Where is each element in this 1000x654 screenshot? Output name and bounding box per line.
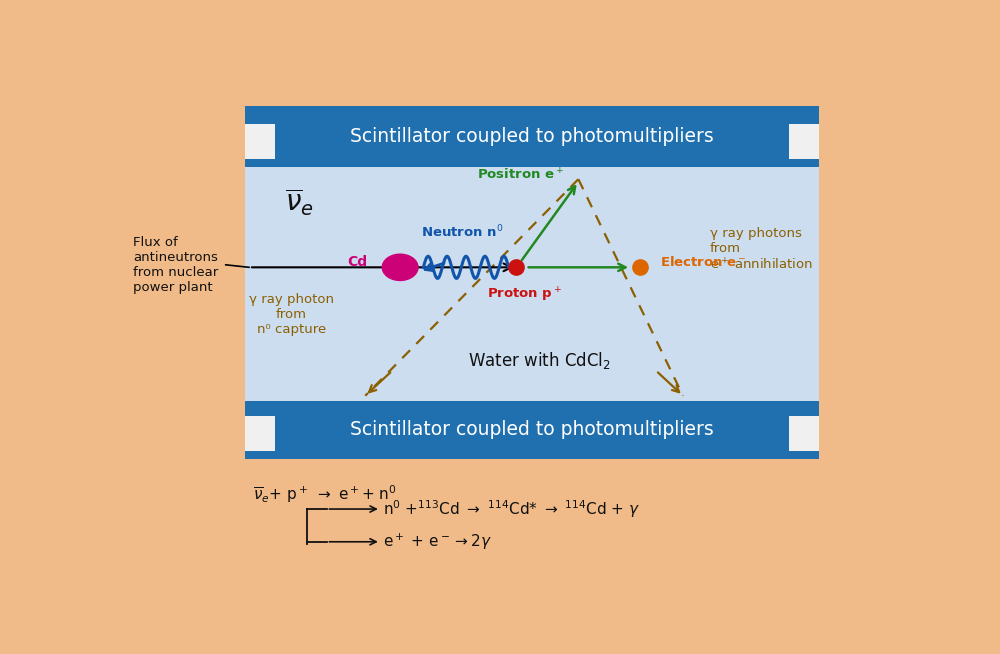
Text: Electron e$^-$: Electron e$^-$ [660, 255, 746, 269]
Text: Water with CdCl$_2$: Water with CdCl$_2$ [468, 350, 611, 371]
Text: $\overline{\nu}_e$+ p$^+$ $\rightarrow$ e$^+$+ n$^0$: $\overline{\nu}_e$+ p$^+$ $\rightarrow$ … [253, 483, 397, 505]
Text: γ ray photons
from
e$^+$ annihilation: γ ray photons from e$^+$ annihilation [710, 227, 813, 273]
FancyBboxPatch shape [789, 124, 819, 159]
Text: Proton p$^+$: Proton p$^+$ [487, 286, 562, 304]
Text: γ ray photon
from
n⁰ capture: γ ray photon from n⁰ capture [249, 292, 334, 336]
FancyBboxPatch shape [245, 416, 275, 451]
Text: Cd: Cd [347, 255, 368, 269]
Ellipse shape [382, 254, 419, 281]
Text: $\overline{\nu}_e$: $\overline{\nu}_e$ [285, 186, 314, 218]
Text: Neutron n$^0$: Neutron n$^0$ [421, 224, 503, 241]
Text: e$^+$ + e$^-$$\rightarrow$2$\gamma$: e$^+$ + e$^-$$\rightarrow$2$\gamma$ [383, 532, 492, 552]
Text: Positron e$^+$: Positron e$^+$ [477, 167, 564, 183]
Text: Scintillator coupled to photomultipliers: Scintillator coupled to photomultipliers [350, 421, 714, 439]
FancyBboxPatch shape [245, 167, 819, 401]
FancyBboxPatch shape [245, 106, 819, 167]
Text: Scintillator coupled to photomultipliers: Scintillator coupled to photomultipliers [350, 127, 714, 146]
Text: Flux of
antineutrons
from nuclear
power plant: Flux of antineutrons from nuclear power … [133, 236, 218, 294]
FancyBboxPatch shape [245, 401, 819, 458]
Text: n$^0$ +$^{113}$Cd $\rightarrow$ $^{114}$Cd* $\rightarrow$ $^{114}$Cd + $\gamma$: n$^0$ +$^{113}$Cd $\rightarrow$ $^{114}$… [383, 498, 640, 520]
FancyBboxPatch shape [789, 416, 819, 451]
FancyBboxPatch shape [245, 124, 275, 159]
